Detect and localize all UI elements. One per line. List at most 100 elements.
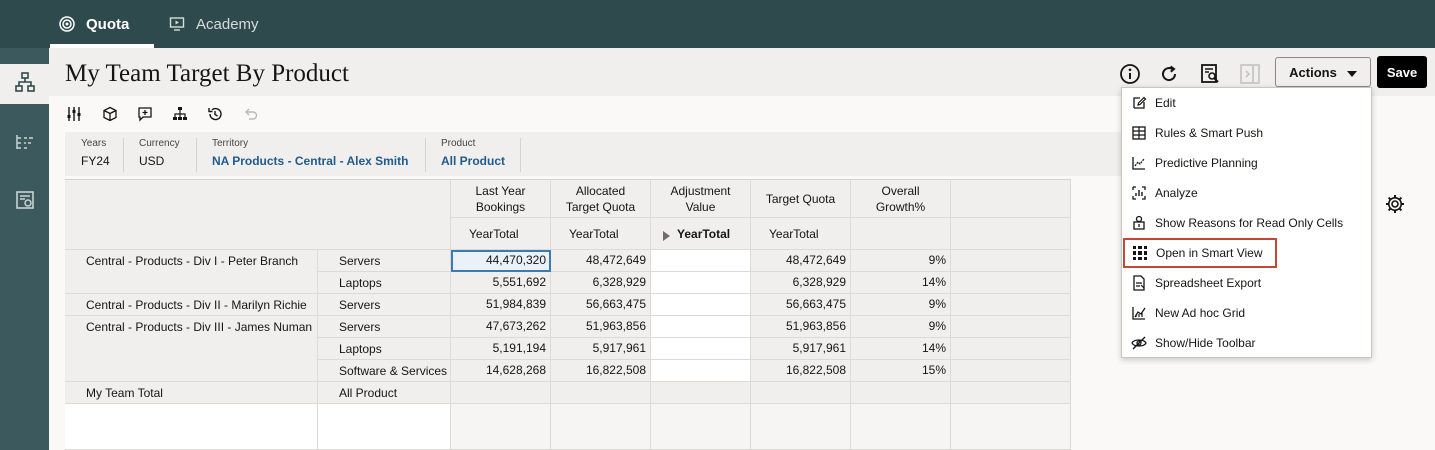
adjustment-input-cell[interactable] bbox=[651, 250, 751, 272]
data-cell[interactable]: 48,472,649 bbox=[751, 250, 851, 272]
comment-icon[interactable] bbox=[137, 106, 153, 122]
menu-item-hide-toolbar[interactable]: Show/Hide Toolbar bbox=[1122, 328, 1371, 358]
empty-cell bbox=[651, 404, 751, 428]
tree-list-icon bbox=[14, 131, 36, 158]
menu-item-rules[interactable]: Rules & Smart Push bbox=[1122, 118, 1371, 148]
data-cell[interactable]: 5,917,961 bbox=[551, 338, 651, 360]
data-cell[interactable]: 14% bbox=[851, 338, 951, 360]
rail-item-list[interactable] bbox=[0, 124, 49, 164]
pov-product[interactable]: Product All Product bbox=[441, 138, 505, 168]
adjustment-input-cell[interactable] bbox=[651, 294, 751, 316]
adjustment-input-cell[interactable] bbox=[651, 360, 751, 382]
row-product-label[interactable]: Laptops bbox=[318, 272, 451, 294]
data-cell[interactable] bbox=[851, 382, 951, 404]
blank-cell bbox=[951, 316, 1071, 338]
column-subheader[interactable] bbox=[851, 218, 951, 250]
column-subheader[interactable]: YearTotal bbox=[551, 218, 651, 250]
adjustment-input-cell[interactable] bbox=[651, 272, 751, 294]
column-subheader[interactable]: YearTotal bbox=[751, 218, 851, 250]
data-cell[interactable]: 9% bbox=[851, 294, 951, 316]
data-cell[interactable]: 44,470,320 bbox=[451, 250, 551, 272]
menu-item-edit[interactable]: Edit bbox=[1122, 88, 1371, 118]
panel-toggle-icon[interactable] bbox=[1238, 62, 1262, 86]
search-document-icon[interactable] bbox=[1198, 62, 1222, 86]
predictive-icon bbox=[1131, 155, 1147, 171]
row-product-label[interactable]: Servers bbox=[318, 316, 451, 338]
info-icon[interactable] bbox=[1118, 62, 1142, 86]
data-cell[interactable]: 51,963,856 bbox=[751, 316, 851, 338]
row-product-label[interactable]: All Product bbox=[318, 382, 451, 404]
empty-cell bbox=[551, 426, 651, 450]
data-cell[interactable]: 9% bbox=[851, 250, 951, 272]
tab-academy[interactable]: Academy bbox=[168, 0, 259, 48]
undo-icon[interactable] bbox=[242, 106, 258, 122]
expand-triangle-icon[interactable] bbox=[663, 229, 671, 245]
menu-item-adhoc-grid[interactable]: New Ad hoc Grid bbox=[1122, 298, 1371, 328]
pov-years[interactable]: Years FY24 bbox=[81, 138, 110, 168]
menu-item-spreadsheet-export[interactable]: Spreadsheet Export bbox=[1122, 268, 1371, 298]
pov-territory[interactable]: Territory NA Products - Central - Alex S… bbox=[212, 138, 408, 168]
cube-icon[interactable] bbox=[102, 106, 118, 122]
row-product-label[interactable]: Servers bbox=[318, 294, 451, 316]
adjustment-input-cell[interactable] bbox=[651, 316, 751, 338]
data-cell[interactable]: 56,663,475 bbox=[751, 294, 851, 316]
data-cell[interactable]: 6,328,929 bbox=[751, 272, 851, 294]
data-cell[interactable] bbox=[751, 382, 851, 404]
gear-icon[interactable] bbox=[1383, 192, 1407, 216]
data-cell[interactable]: 47,673,262 bbox=[451, 316, 551, 338]
menu-item-smart-view[interactable]: Open in Smart View bbox=[1123, 238, 1277, 268]
page-title: My Team Target By Product bbox=[65, 60, 349, 87]
data-cell[interactable]: 51,984,839 bbox=[451, 294, 551, 316]
rail-item-report[interactable] bbox=[0, 182, 49, 222]
main-panel: My Team Target By Product Actions Save bbox=[49, 48, 1435, 450]
menu-item-reasons[interactable]: Show Reasons for Read Only Cells bbox=[1122, 208, 1371, 238]
menu-item-predictive[interactable]: Predictive Planning bbox=[1122, 148, 1371, 178]
rail-item-hierarchy[interactable] bbox=[0, 64, 49, 104]
tab-quota[interactable]: Quota bbox=[50, 0, 154, 48]
column-header-line: Value bbox=[685, 199, 716, 214]
data-cell[interactable]: 15% bbox=[851, 360, 951, 382]
data-cell[interactable]: 48,472,649 bbox=[551, 250, 651, 272]
refresh-icon[interactable] bbox=[1157, 62, 1181, 86]
data-cell[interactable]: 5,551,692 bbox=[451, 272, 551, 294]
menu-item-analyze[interactable]: Analyze bbox=[1122, 178, 1371, 208]
pov-value: All Product bbox=[441, 154, 506, 168]
row-product-label[interactable]: Software & Services bbox=[318, 360, 451, 382]
blank-cell bbox=[951, 250, 1071, 272]
tab-label: Academy bbox=[196, 15, 259, 33]
blank-cell bbox=[951, 294, 1071, 316]
row-product-label[interactable]: Servers bbox=[318, 250, 451, 272]
row-territory-label[interactable]: My Team Total bbox=[65, 382, 318, 404]
data-cell[interactable]: 14% bbox=[851, 272, 951, 294]
column-subheader-blank bbox=[951, 218, 1071, 250]
data-cell[interactable] bbox=[551, 382, 651, 404]
column-subheader[interactable]: YearTotal bbox=[651, 218, 751, 250]
row-territory-label[interactable]: Central - Products - Div I - Peter Branc… bbox=[65, 250, 318, 294]
actions-button[interactable]: Actions bbox=[1275, 57, 1371, 87]
empty-cell bbox=[551, 404, 651, 428]
data-cell[interactable] bbox=[451, 382, 551, 404]
hierarchy-icon[interactable] bbox=[172, 106, 188, 122]
save-button[interactable]: Save bbox=[1377, 56, 1427, 88]
row-territory-label[interactable]: Central - Products - Div II - Marilyn Ri… bbox=[65, 294, 318, 316]
column-header-line: Last Year bbox=[475, 183, 526, 198]
data-cell[interactable]: 5,917,961 bbox=[751, 338, 851, 360]
data-cell[interactable]: 9% bbox=[851, 316, 951, 338]
data-cell[interactable] bbox=[651, 382, 751, 404]
data-cell[interactable]: 51,963,856 bbox=[551, 316, 651, 338]
pov-currency[interactable]: Currency USD bbox=[139, 138, 180, 168]
data-cell[interactable]: 56,663,475 bbox=[551, 294, 651, 316]
adhoc-grid-icon bbox=[1131, 305, 1147, 321]
row-territory-label[interactable]: Central - Products - Div III - James Num… bbox=[65, 316, 318, 382]
data-cell[interactable]: 16,822,508 bbox=[751, 360, 851, 382]
data-cell[interactable]: 16,822,508 bbox=[551, 360, 651, 382]
sliders-icon[interactable] bbox=[66, 106, 82, 122]
column-subheader[interactable]: YearTotal bbox=[451, 218, 551, 250]
data-cell[interactable]: 5,191,194 bbox=[451, 338, 551, 360]
row-product-label[interactable]: Laptops bbox=[318, 338, 451, 360]
top-navigation: Quota Academy bbox=[0, 0, 1435, 48]
adjustment-input-cell[interactable] bbox=[651, 338, 751, 360]
history-icon[interactable] bbox=[207, 106, 223, 122]
data-cell[interactable]: 14,628,268 bbox=[451, 360, 551, 382]
data-cell[interactable]: 6,328,929 bbox=[551, 272, 651, 294]
